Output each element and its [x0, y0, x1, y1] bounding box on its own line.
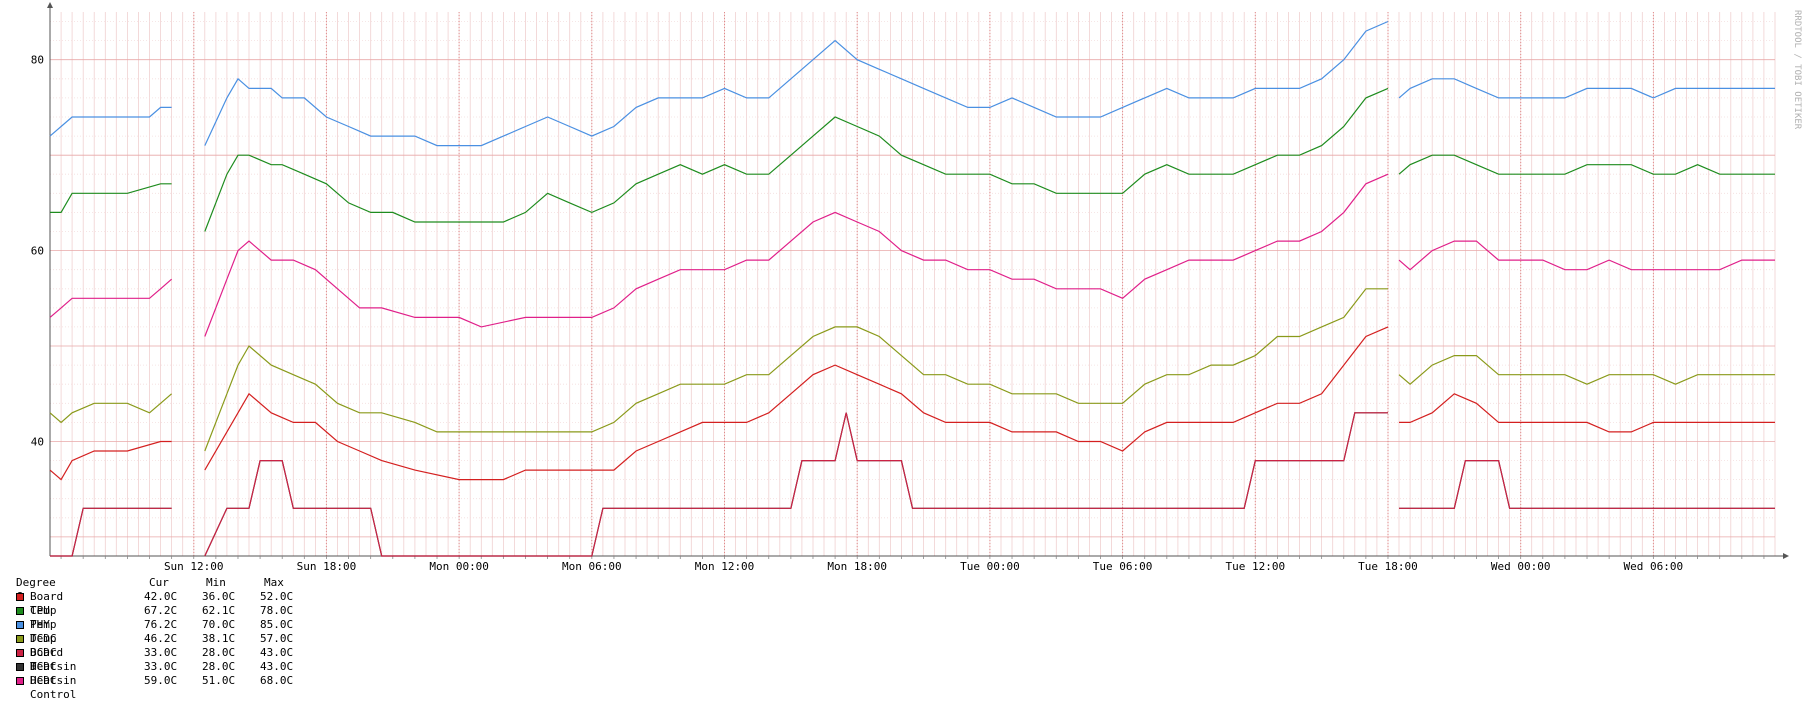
legend-series-name: DCDC Board T [30, 632, 64, 673]
legend-swatch [16, 677, 24, 685]
x-tick-label: Tue 18:00 [1358, 560, 1418, 573]
legend-series-name: DCDC Heatsin [30, 646, 77, 673]
legend-cur-value: 46.2C [144, 632, 178, 645]
series-line [49, 288, 1775, 452]
legend-series-name: PHY Temp [30, 618, 57, 645]
legend-swatch [16, 663, 24, 671]
legend-max-value: 85.0C [260, 618, 294, 631]
legend-min-value: 28.0C [202, 646, 236, 659]
x-tick-label: Sun 18:00 [297, 560, 357, 573]
x-tick-label: Mon 18:00 [827, 560, 887, 573]
x-tick-label: Sun 12:00 [164, 560, 224, 573]
grid [49, 12, 1776, 556]
y-tick-label: 60 [31, 245, 44, 258]
x-axis-arrow [1783, 553, 1789, 559]
series-line [50, 412, 1775, 557]
legend-max-value: 52.0C [260, 590, 294, 603]
legend-cur-value: 33.0C [144, 646, 178, 659]
legend-swatch [16, 621, 24, 629]
x-tick-label: Mon 12:00 [695, 560, 755, 573]
series-line [50, 87, 1775, 232]
legend-min-value: 28.0C [202, 660, 236, 673]
legend-min-value: 38.1C [202, 632, 236, 645]
legend-max-value: 57.0C [260, 632, 294, 645]
legend-cur-value: 42.0C [144, 590, 178, 603]
legend-min-value: 70.0C [202, 618, 236, 631]
y-axis-arrow [47, 2, 53, 8]
tick-labels: 40 60 80 Sun 12:00 Sun 18:00 Mon 00:00 Mon 06:… [31, 54, 1683, 573]
series-line [49, 326, 1775, 481]
legend-col-min: Min [206, 576, 226, 589]
series-line [49, 20, 1775, 147]
x-tick-label: Mon 00:00 [429, 560, 489, 573]
legend-series-name: DCDC Heatsin [30, 660, 77, 687]
legend-col-cur: Cur [149, 576, 169, 589]
legend-series-name: DCDC Control [30, 674, 77, 701]
legend-swatch [16, 635, 24, 643]
legend-cur-value: 59.0C [144, 674, 178, 687]
x-tick-label: Tue 00:00 [960, 560, 1020, 573]
legend-min-value: 62.1C [202, 604, 236, 617]
series-line [49, 173, 1775, 337]
legend-series-name: CPU Temp [30, 604, 57, 631]
legend-cur-value: 67.2C [144, 604, 178, 617]
x-tick-label: Tue 12:00 [1225, 560, 1285, 573]
x-tick-label: Wed 06:00 [1624, 560, 1684, 573]
x-tick-label: Tue 06:00 [1093, 560, 1153, 573]
legend-max-value: 68.0C [260, 674, 294, 687]
y-tick-label: 40 [31, 435, 44, 448]
legend-max-value: 43.0C [260, 646, 294, 659]
legend-col-max: Max [264, 576, 284, 589]
series-lines [49, 20, 1775, 557]
legend-min-value: 36.0C [202, 590, 236, 603]
x-tick-label: Mon 06:00 [562, 560, 622, 573]
legend-max-value: 78.0C [260, 604, 294, 617]
watermark-text: RRDTOOL / TOBI OETIKER [1792, 10, 1802, 130]
legend-cur-value: 33.0C [144, 660, 178, 673]
legend-max-value: 43.0C [260, 660, 294, 673]
legend-cur-value: 76.2C [144, 618, 178, 631]
legend-swatch [16, 607, 24, 615]
legend-min-value: 51.0C [202, 674, 236, 687]
x-tick-label: Wed 00:00 [1491, 560, 1551, 573]
legend-series-name: Board Temp [30, 590, 64, 617]
y-tick-label: 80 [31, 54, 44, 67]
legend-swatch [16, 593, 24, 601]
legend-swatch [16, 649, 24, 657]
